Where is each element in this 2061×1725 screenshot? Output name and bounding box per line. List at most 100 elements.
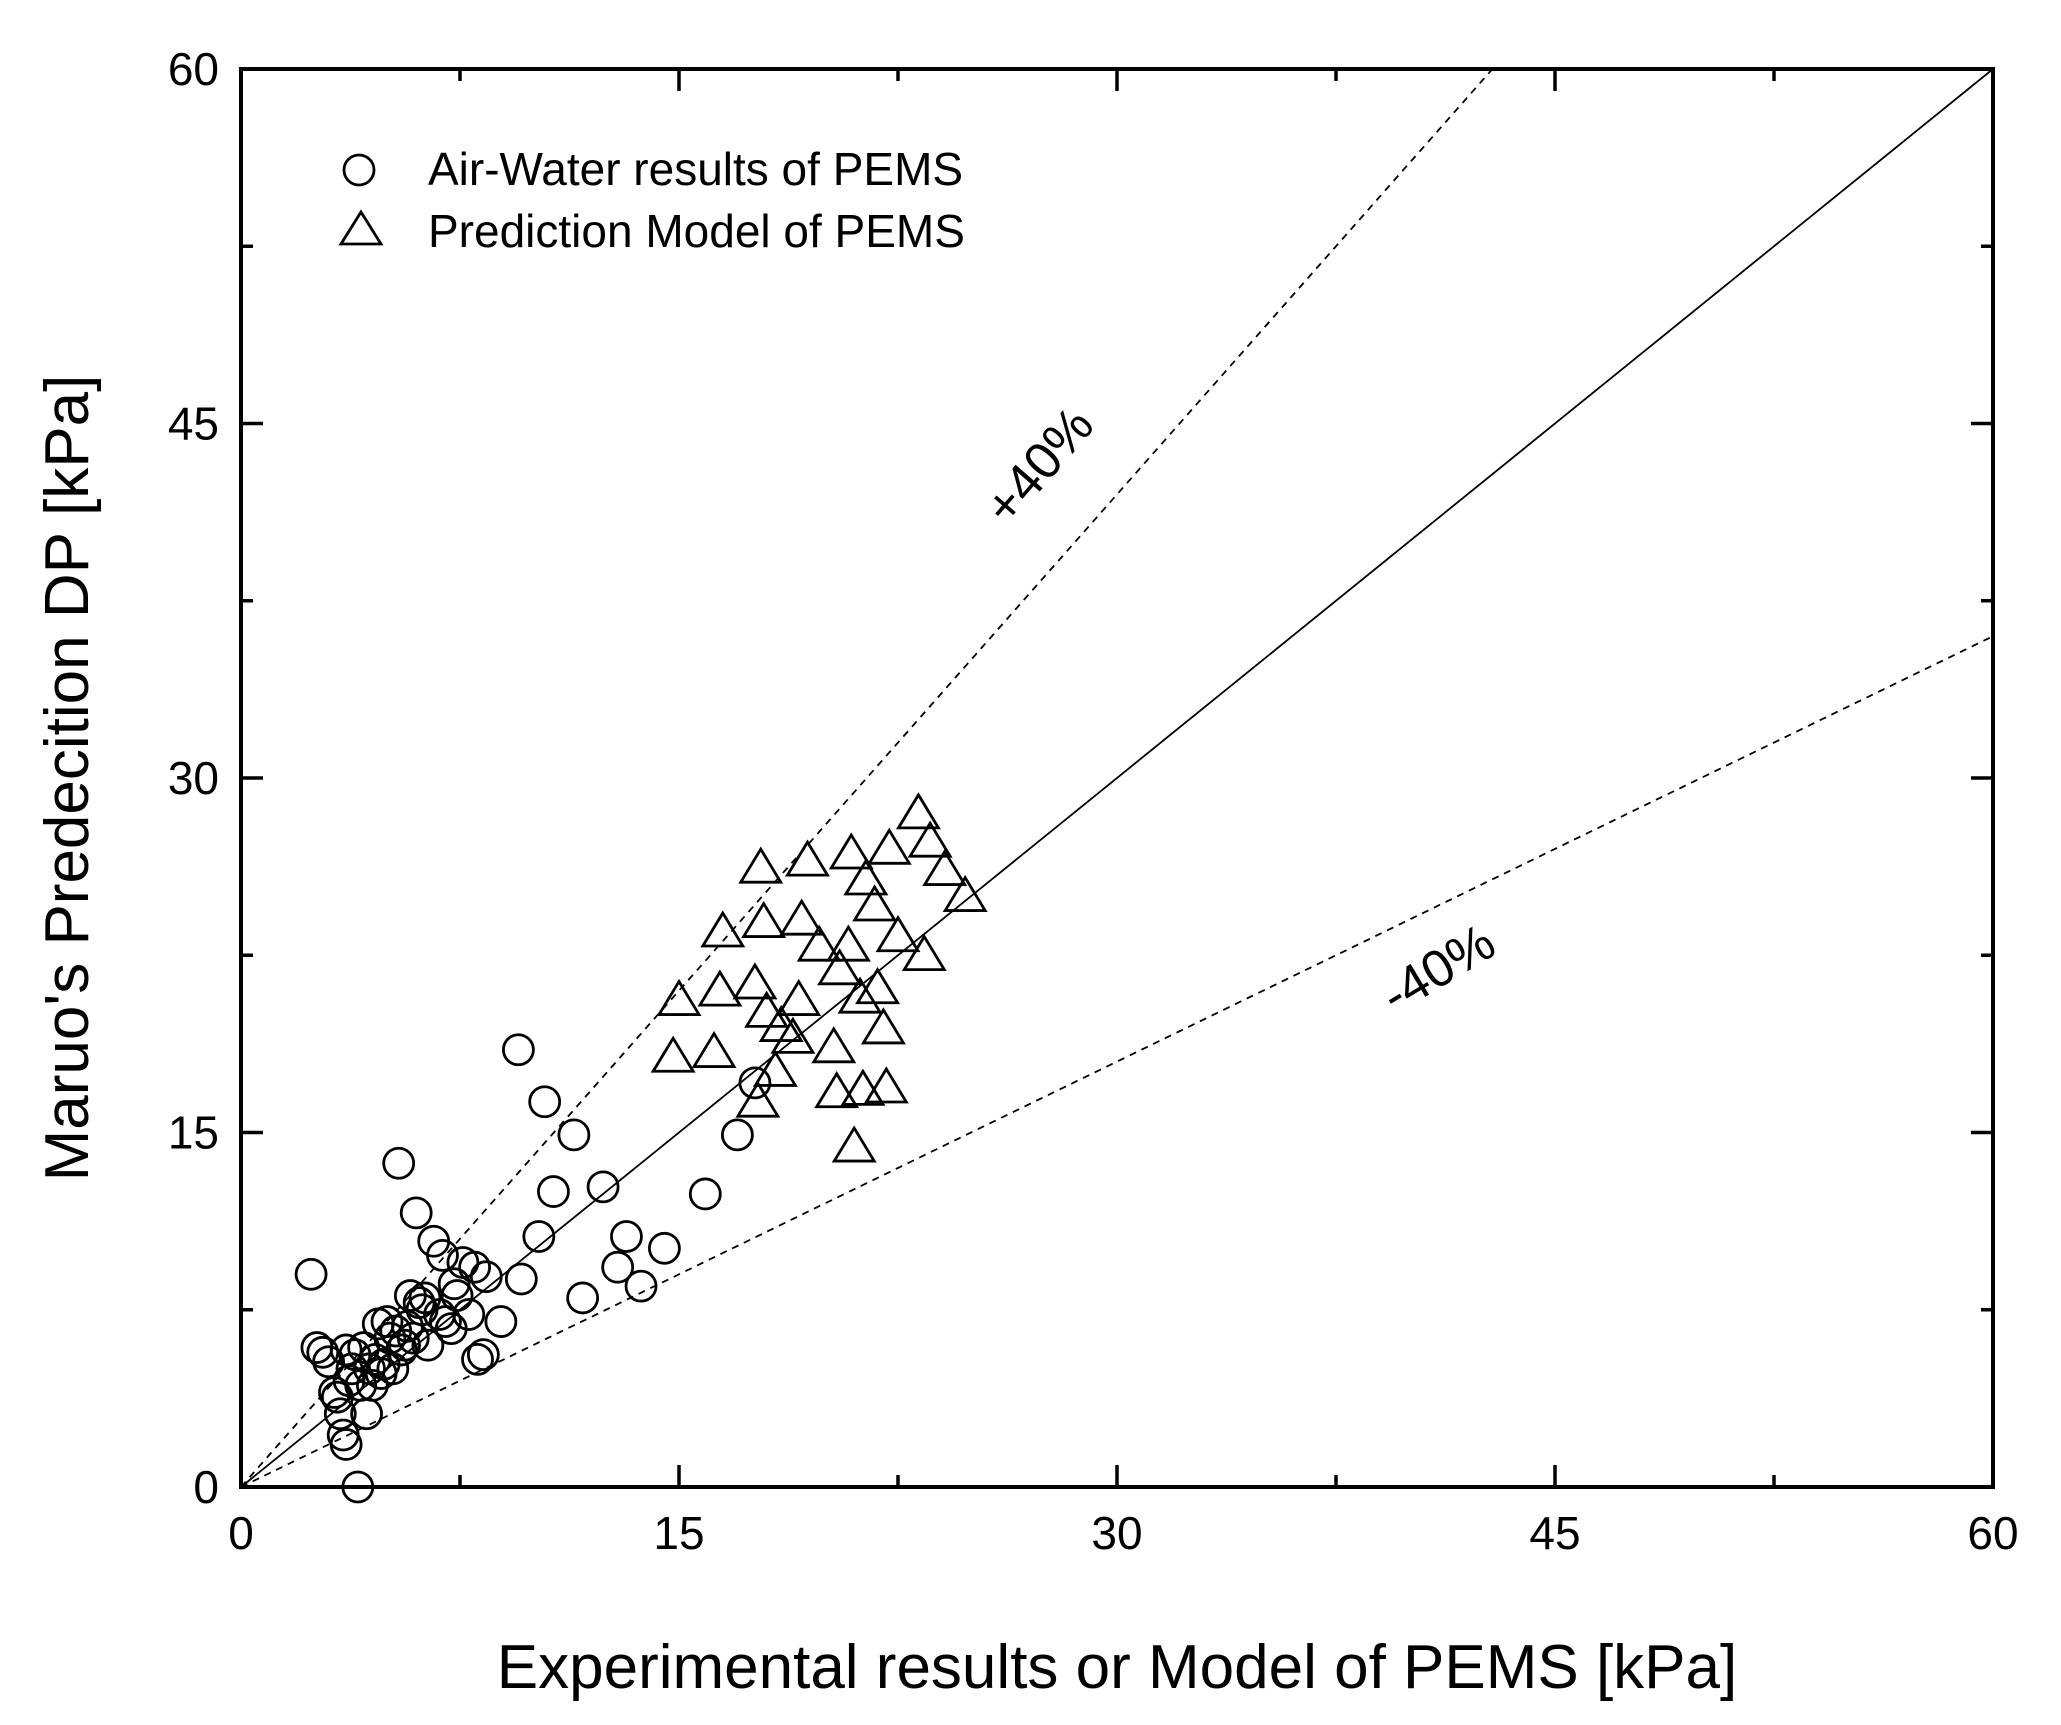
data-point-triangle xyxy=(744,990,790,1028)
data-point-triangle xyxy=(855,967,901,1005)
data-point-circle xyxy=(458,1250,492,1284)
data-point-triangle xyxy=(825,924,871,962)
data-point-triangle xyxy=(843,858,889,896)
y-axis-title: Maruo's Predecition DP [kPa] xyxy=(33,375,102,1182)
data-point-triangle xyxy=(895,792,941,830)
minus-40-label: -40% xyxy=(1371,913,1505,1025)
data-point-circle xyxy=(399,1196,433,1230)
data-point-triangle xyxy=(779,898,825,936)
data-point-circle xyxy=(329,1428,363,1461)
data-point-circle xyxy=(738,1066,772,1100)
reference-line--40 xyxy=(240,635,1994,1488)
data-point-circle xyxy=(355,1368,389,1402)
x-tick-label: 60 xyxy=(1967,1507,2018,1559)
data-point-triangle xyxy=(901,933,947,972)
data-point-triangle xyxy=(817,948,863,986)
data-point-triangle xyxy=(741,900,787,938)
x-tick-label: 45 xyxy=(1529,1507,1580,1559)
tick-labels: 0 15 30 45 60 0 15 30 45 60 xyxy=(168,43,2019,1559)
data-point-circle xyxy=(440,1279,474,1312)
data-point-circle xyxy=(306,1335,340,1369)
y-tick-label: 0 xyxy=(193,1461,219,1513)
data-point-circle xyxy=(601,1250,635,1284)
data-point-triangle xyxy=(866,827,912,865)
data-point-circle xyxy=(610,1220,643,1253)
data-point-triangle xyxy=(796,924,842,962)
data-point-triangle xyxy=(650,1035,696,1073)
data-point-circle xyxy=(566,1281,600,1315)
data-point-circle xyxy=(721,1118,754,1152)
data-point-triangle xyxy=(752,1049,798,1087)
reference-lines xyxy=(240,68,1994,1488)
data-point-triangle xyxy=(697,969,743,1007)
data-point-circle xyxy=(388,1328,421,1362)
data-point-triangle xyxy=(907,820,953,858)
legend-triangle-marker xyxy=(338,209,384,246)
data-point-triangle xyxy=(770,1016,816,1054)
data-point-triangle xyxy=(776,978,822,1016)
data-point-triangle xyxy=(875,915,921,953)
data-point-triangle xyxy=(735,1080,781,1118)
data-point-triangle xyxy=(828,832,874,870)
data-point-circle xyxy=(323,1397,357,1431)
plus-40-label: +40% xyxy=(973,396,1105,536)
data-point-circle xyxy=(504,1262,538,1296)
data-point-triangle xyxy=(852,884,898,922)
data-point-circle xyxy=(411,1328,445,1362)
data-point-triangle xyxy=(922,848,968,886)
data-point-circle xyxy=(326,1418,360,1452)
data-point-triangle xyxy=(942,874,988,912)
data-point-circle xyxy=(452,1298,486,1331)
data-point-circle xyxy=(426,1238,459,1272)
data-point-circle xyxy=(466,1338,500,1372)
data-point-triangle xyxy=(814,1071,860,1109)
data-point-triangle xyxy=(732,962,778,1000)
data-point-circle xyxy=(688,1177,722,1211)
data-point-circle xyxy=(528,1085,562,1119)
data-point-circle xyxy=(624,1269,658,1303)
axis-ticks xyxy=(239,67,1995,1489)
data-point-circle xyxy=(522,1220,556,1253)
data-point-circle xyxy=(484,1305,518,1338)
legend-label-air-water: Air-Water results of PEMS xyxy=(428,143,963,195)
data-point-circle xyxy=(385,1333,419,1367)
data-point-circle xyxy=(294,1257,328,1291)
data-points xyxy=(294,792,988,1504)
data-point-circle xyxy=(557,1118,591,1152)
x-axis-title: Experimental results or Model of PEMS [k… xyxy=(497,1633,1737,1702)
y-tick-label: 45 xyxy=(168,398,219,450)
data-point-circle xyxy=(586,1170,620,1204)
data-point-triangle xyxy=(831,1125,877,1163)
y-tick-label: 15 xyxy=(168,1107,219,1159)
data-point-triangle xyxy=(784,839,830,877)
legend-circle-marker xyxy=(342,153,376,187)
reference-line-y-x xyxy=(240,68,1994,1488)
x-tick-label: 0 xyxy=(228,1507,254,1559)
data-point-circle xyxy=(461,1342,494,1376)
x-tick-label: 30 xyxy=(1091,1507,1142,1559)
data-point-circle xyxy=(382,1146,416,1180)
x-tick-label: 15 xyxy=(653,1507,704,1559)
data-point-triangle xyxy=(840,1068,886,1106)
data-point-circle xyxy=(469,1260,503,1294)
y-tick-label: 30 xyxy=(168,752,219,804)
data-point-triangle xyxy=(811,1026,857,1064)
data-point-triangle xyxy=(863,1066,909,1104)
data-point-triangle xyxy=(860,1007,906,1045)
reference-line--40 xyxy=(240,68,1494,1488)
y-tick-label: 60 xyxy=(168,43,219,95)
data-point-triangle xyxy=(656,978,702,1016)
legend-label-prediction: Prediction Model of PEMS xyxy=(428,205,965,257)
data-point-triangle xyxy=(837,976,883,1014)
legend: Air-Water results of PEMS Prediction Mod… xyxy=(338,143,965,257)
data-point-circle xyxy=(437,1267,471,1301)
data-point-circle xyxy=(537,1175,570,1208)
data-point-circle xyxy=(376,1352,410,1386)
data-point-circle xyxy=(312,1345,346,1379)
data-point-triangle xyxy=(691,1030,737,1068)
data-point-circle xyxy=(502,1033,535,1067)
data-point-triangle xyxy=(738,846,784,884)
data-point-circle xyxy=(648,1231,681,1265)
data-point-circle xyxy=(370,1305,404,1338)
